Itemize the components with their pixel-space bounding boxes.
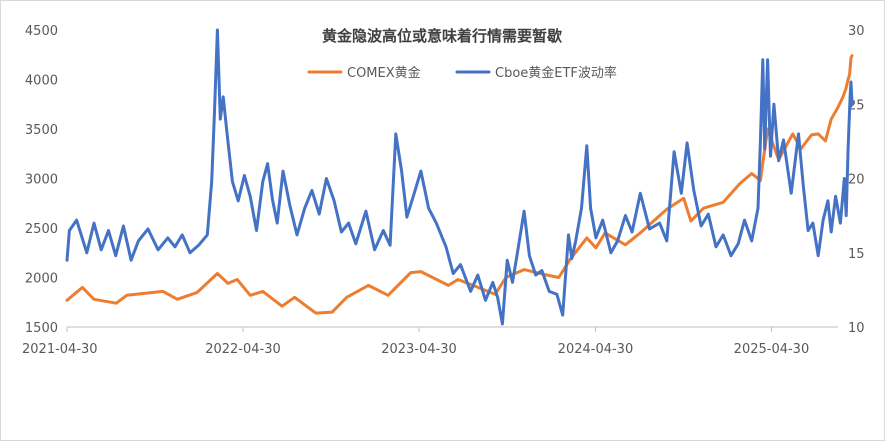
left-tick-label: 4000 bbox=[25, 74, 58, 89]
left-tick-label: 3000 bbox=[25, 173, 58, 188]
legend-label: COMEX黄金 bbox=[347, 65, 421, 81]
left-tick-label: 2000 bbox=[25, 272, 58, 287]
x-tick-label: 2024-04-30 bbox=[558, 342, 634, 357]
left-tick-label: 3500 bbox=[25, 123, 58, 138]
right-tick-label: 20 bbox=[848, 173, 865, 188]
x-tick-label: 2021-04-30 bbox=[22, 342, 98, 357]
left-tick-label: 2500 bbox=[25, 222, 58, 237]
right-tick-label: 15 bbox=[848, 247, 865, 262]
x-tick-label: 2025-04-30 bbox=[734, 342, 810, 357]
legend-label: Cboe黄金ETF波动率 bbox=[495, 65, 617, 81]
right-tick-label: 10 bbox=[848, 321, 865, 336]
series-layer bbox=[65, 28, 854, 326]
series-line-1 bbox=[65, 54, 854, 315]
left-tick-label: 1500 bbox=[25, 321, 58, 336]
chart-title: 黄金隐波高位或意味着行情需要暂歇 bbox=[322, 27, 562, 45]
x-tick-label: 2023-04-30 bbox=[381, 342, 457, 357]
right-tick-label: 30 bbox=[848, 24, 865, 39]
left-axis: 1500 2000 2500 3000 3500 4000 4500 bbox=[25, 24, 58, 336]
series-line-2 bbox=[65, 28, 854, 326]
x-axis: 2021-04-30 2022-04-30 2023-04-30 2024-04-30… bbox=[22, 326, 838, 357]
left-tick-label: 4500 bbox=[25, 24, 58, 39]
legend: COMEX黄金 Cboe黄金ETF波动率 bbox=[307, 65, 617, 81]
x-tick-label: 2022-04-30 bbox=[205, 342, 281, 357]
